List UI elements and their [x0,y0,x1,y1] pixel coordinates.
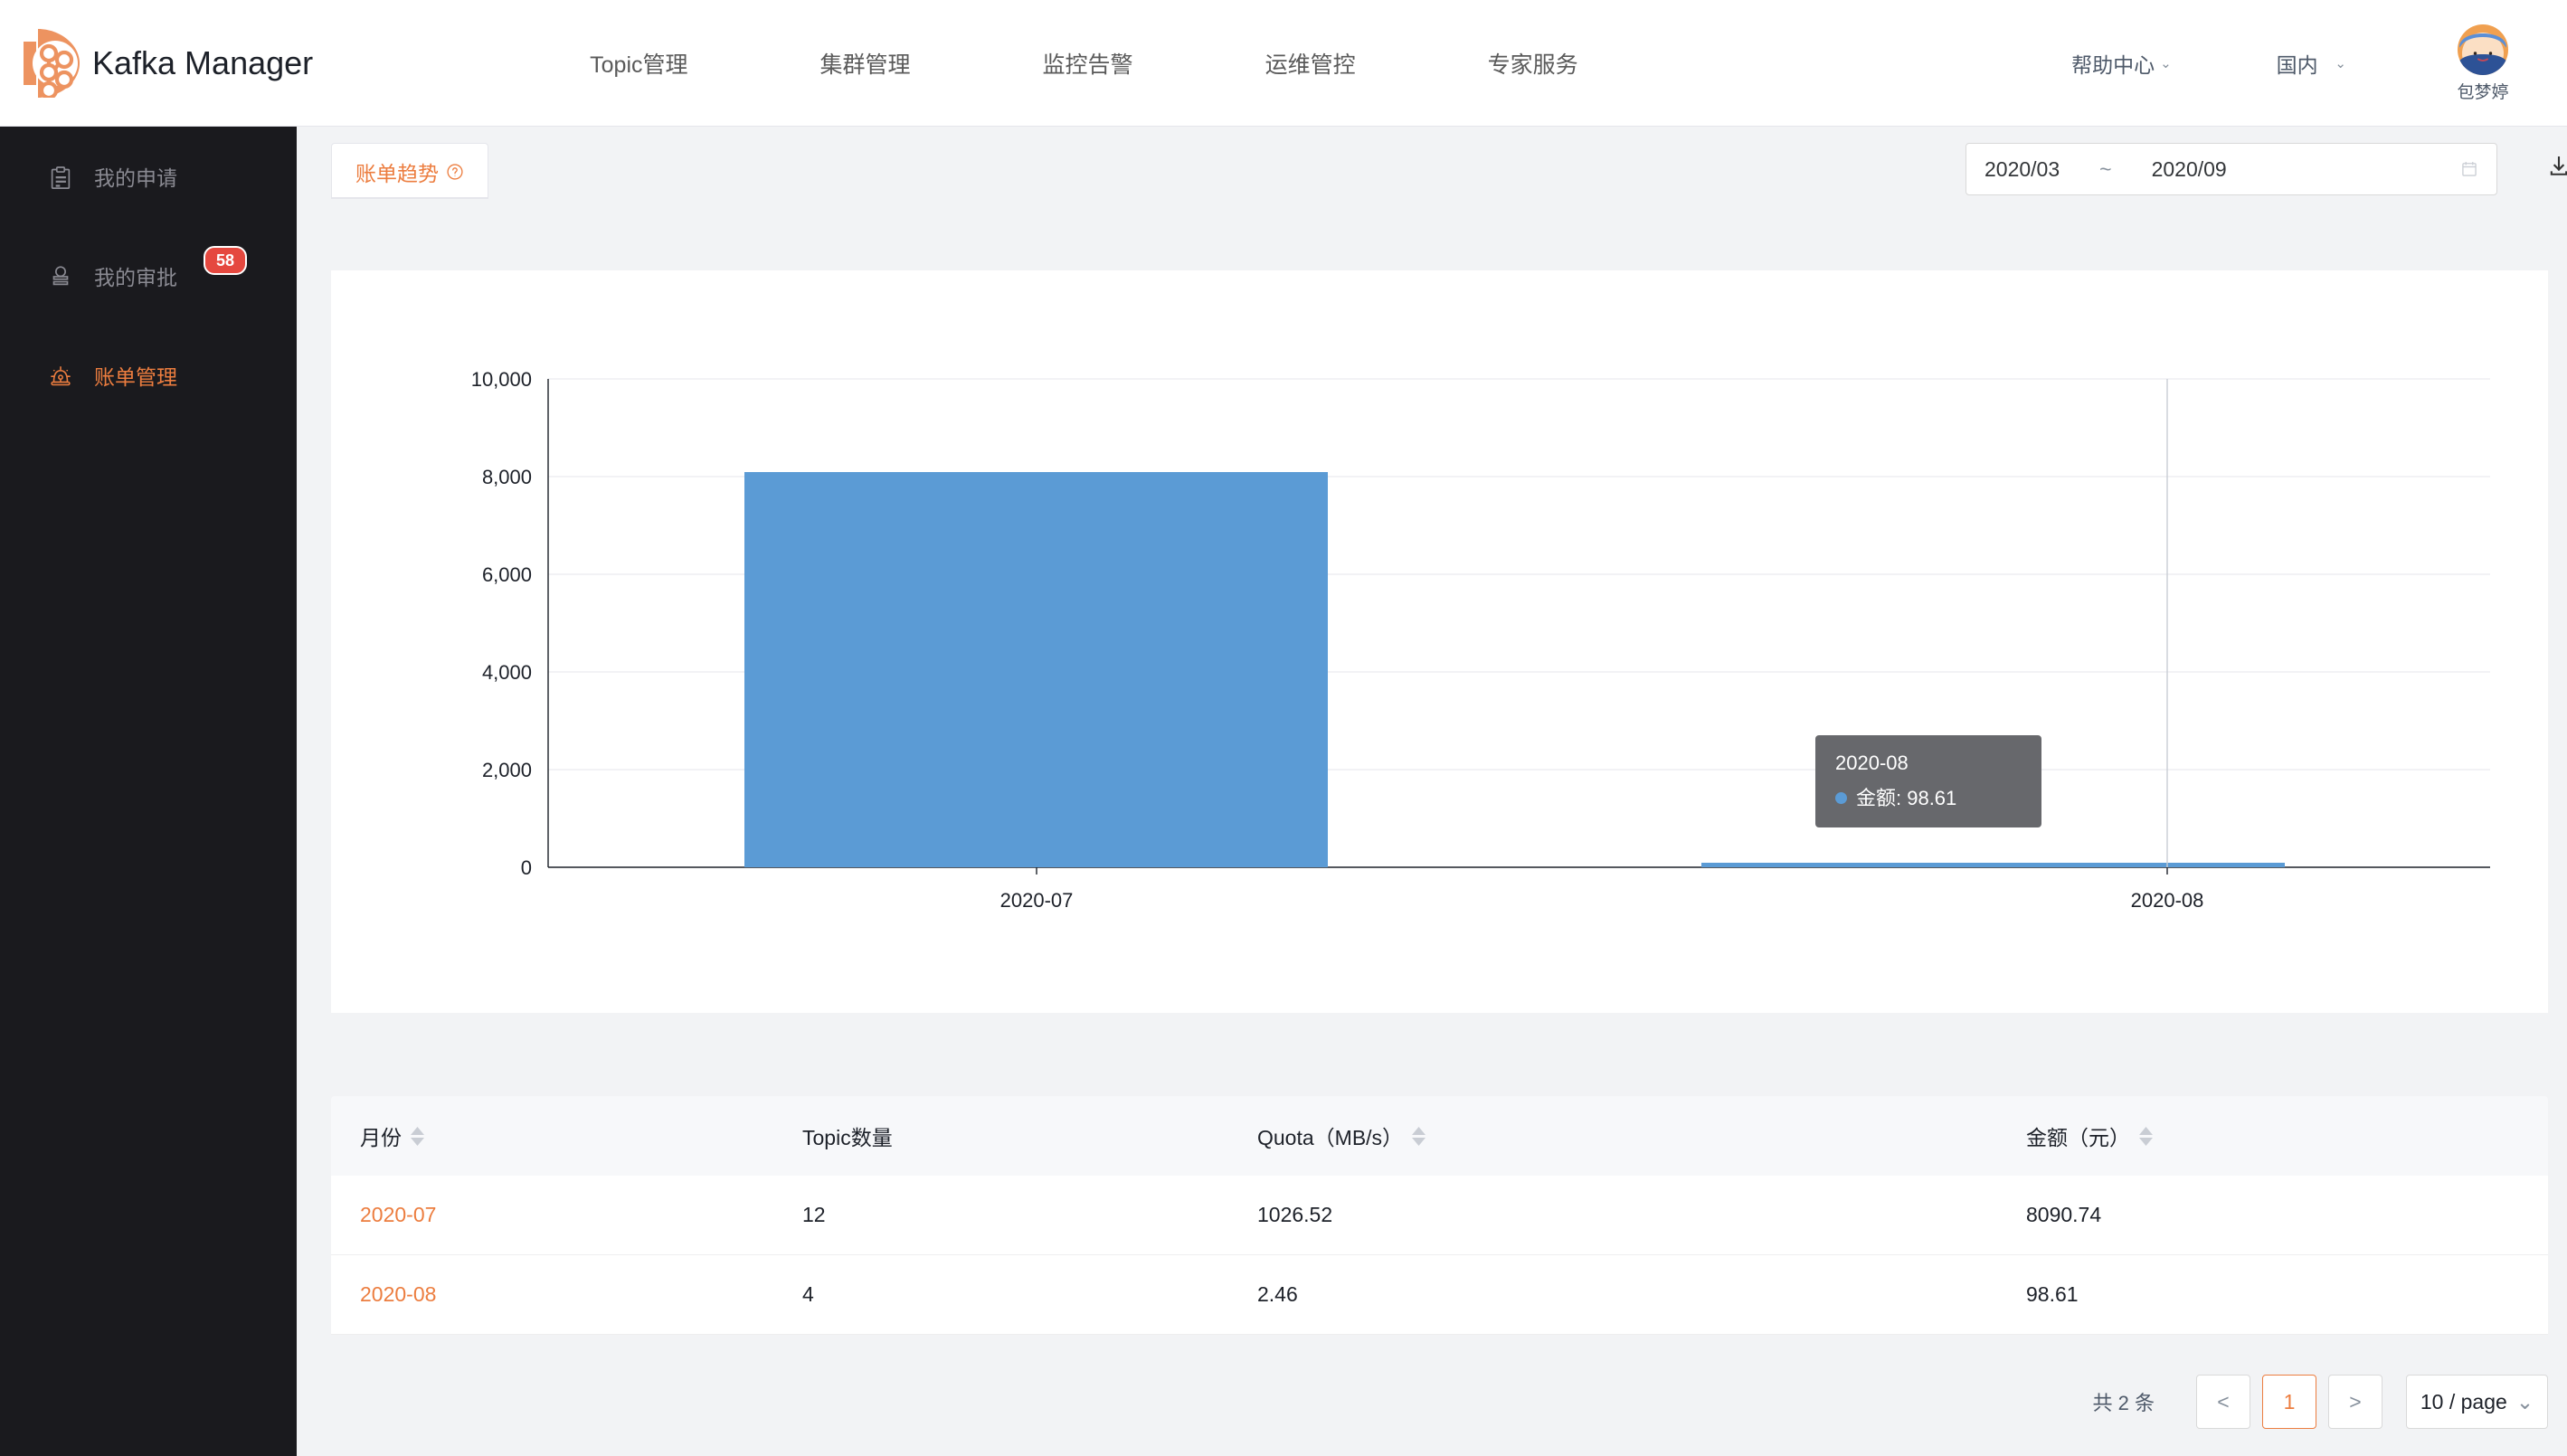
svg-text:6,000: 6,000 [482,563,532,586]
svg-text:0: 0 [521,856,532,879]
svg-text:4,000: 4,000 [482,661,532,684]
svg-text:2020-08: 2020-08 [2131,889,2204,912]
svg-text:2,000: 2,000 [482,759,532,781]
svg-text:8,000: 8,000 [482,466,532,488]
svg-text:10,000: 10,000 [471,368,532,391]
svg-text:2020-07: 2020-07 [1000,889,1074,912]
